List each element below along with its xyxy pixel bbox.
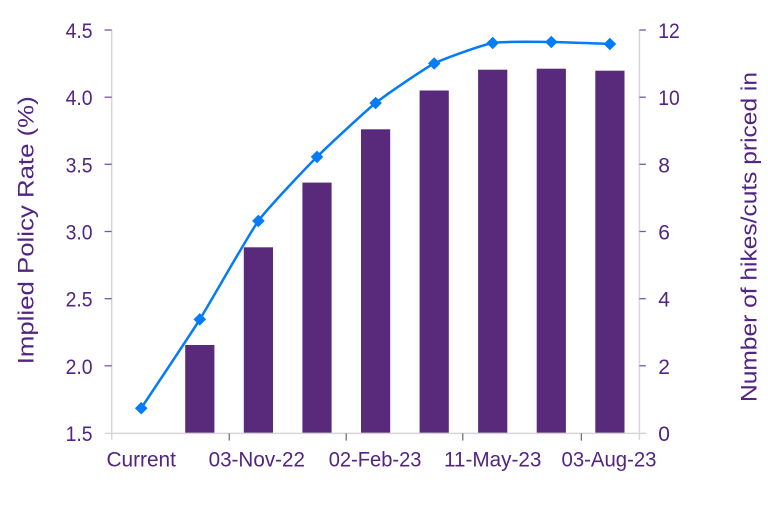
svg-text:11-May-23: 11-May-23 (444, 449, 542, 472)
svg-text:2.5: 2.5 (66, 289, 93, 312)
svg-text:Current: Current (107, 449, 177, 472)
svg-text:03-Nov-22: 03-Nov-22 (209, 449, 305, 472)
svg-text:1.5: 1.5 (66, 423, 93, 446)
svg-text:10: 10 (658, 87, 680, 110)
svg-text:3.5: 3.5 (66, 154, 93, 177)
svg-text:Number of hikes/cuts priced in: Number of hikes/cuts priced in (737, 72, 762, 402)
svg-text:12: 12 (658, 20, 680, 43)
svg-text:Implied Policy Rate (%): Implied Policy Rate (%) (14, 96, 39, 364)
svg-text:3.0: 3.0 (66, 222, 93, 245)
svg-text:0: 0 (658, 423, 670, 446)
svg-text:02-Feb-23: 02-Feb-23 (329, 449, 422, 472)
svg-text:6: 6 (658, 222, 670, 245)
svg-text:8: 8 (658, 154, 670, 177)
svg-text:4.0: 4.0 (66, 87, 93, 110)
svg-text:4: 4 (658, 289, 670, 312)
svg-text:2.0: 2.0 (66, 356, 93, 379)
svg-text:4.5: 4.5 (66, 20, 93, 43)
svg-text:2: 2 (658, 356, 670, 379)
svg-text:03-Aug-23: 03-Aug-23 (562, 449, 657, 472)
